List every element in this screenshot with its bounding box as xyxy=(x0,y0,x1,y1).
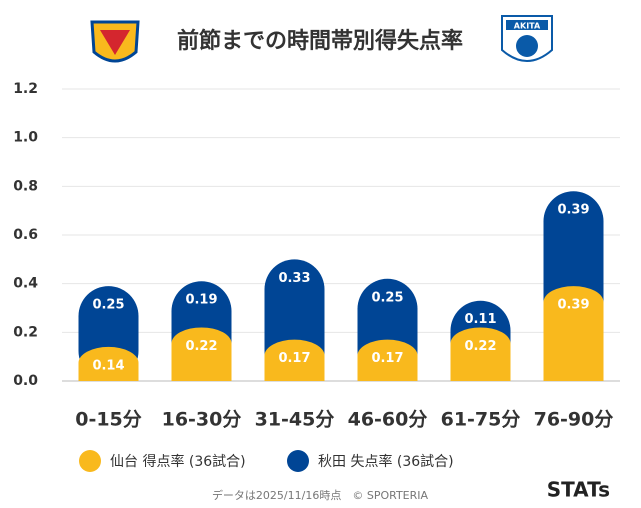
team-logo xyxy=(90,20,140,63)
legend-swatch xyxy=(79,450,101,472)
bar-base xyxy=(357,365,418,381)
x-tick-label: 16-30分 xyxy=(162,409,242,431)
bar-segment xyxy=(543,286,604,381)
data-label: 0.33 xyxy=(278,271,310,286)
x-tick-label: 46-60分 xyxy=(348,409,428,431)
legend-label: 仙台 得点率 (36試合) xyxy=(110,453,246,470)
y-tick-label: 0.2 xyxy=(13,324,38,340)
data-label: 0.17 xyxy=(371,351,403,366)
bar-base xyxy=(78,365,139,381)
data-label: 0.39 xyxy=(557,203,589,218)
bar-base xyxy=(171,365,232,381)
y-tick-label: 0.6 xyxy=(13,227,38,243)
x-tick-label: 31-45分 xyxy=(255,409,335,431)
data-label: 0.19 xyxy=(185,293,217,308)
y-tick-label: 0.0 xyxy=(13,373,38,389)
data-label: 0.11 xyxy=(464,312,496,327)
x-tick-label: 61-75分 xyxy=(441,409,521,431)
y-tick-label: 1.0 xyxy=(13,130,38,146)
footer: データは2025/11/16時点 © SPORTERIA xyxy=(212,488,429,502)
x-tick-label: 76-90分 xyxy=(534,409,614,431)
data-label: 0.17 xyxy=(278,351,310,366)
legend-label: 秋田 失点率 (36試合) xyxy=(318,453,454,470)
bar-base xyxy=(543,365,604,381)
y-tick-label: 0.4 xyxy=(13,276,38,292)
data-label: 0.22 xyxy=(185,339,217,354)
y-tick-label: 1.2 xyxy=(13,81,38,97)
data-label: 0.25 xyxy=(371,290,403,305)
bar-base xyxy=(264,365,325,381)
legend-swatch xyxy=(287,450,309,472)
chart-title: 前節までの時間帯別得失点率 xyxy=(177,28,463,54)
x-tick-label: 0-15分 xyxy=(75,409,142,431)
data-label: 0.39 xyxy=(557,298,589,313)
data-label: 0.14 xyxy=(92,358,124,373)
brand: STATs xyxy=(547,478,610,502)
team-logo: AKITA xyxy=(501,15,553,62)
y-tick-label: 0.8 xyxy=(13,178,38,194)
badge-text: AKITA xyxy=(514,22,541,31)
data-label: 0.22 xyxy=(464,339,496,354)
data-label: 0.25 xyxy=(92,298,124,313)
bar-base xyxy=(450,365,511,381)
